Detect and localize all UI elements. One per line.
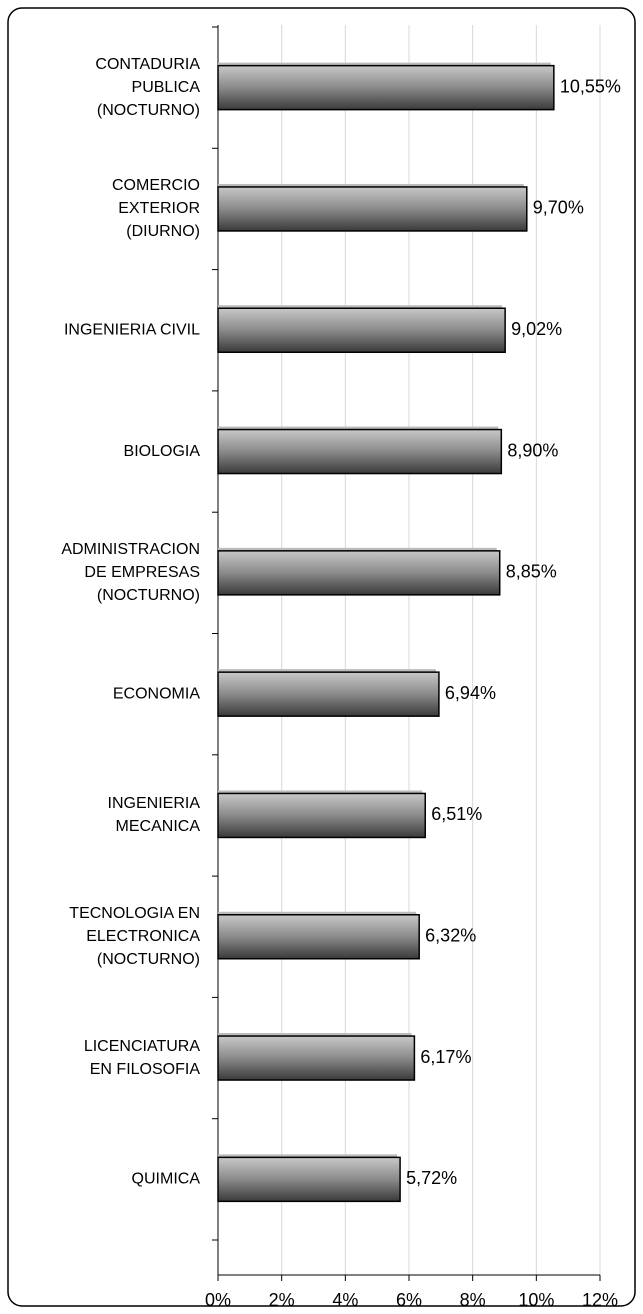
y-tick-label: (NOCTURNO) xyxy=(97,102,200,119)
bar-shadow xyxy=(218,790,423,794)
value-label: 8,85% xyxy=(506,562,557,582)
bar-shadow xyxy=(218,1154,398,1158)
y-tick-label: (DIURNO) xyxy=(126,223,200,240)
y-tick-label: QUIMICA xyxy=(132,1171,201,1188)
bar-shadow xyxy=(218,1033,412,1037)
x-tick-label: 8% xyxy=(460,1290,486,1310)
y-tick-label: PUBLICA xyxy=(132,79,201,96)
value-label: 6,17% xyxy=(420,1047,471,1067)
value-label: 6,51% xyxy=(431,804,482,824)
x-tick-label: 2% xyxy=(269,1290,295,1310)
value-label: 9,70% xyxy=(533,198,584,218)
y-tick-label: LICENCIATURA xyxy=(84,1038,200,1055)
y-tick-label: DE EMPRESAS xyxy=(84,564,200,581)
x-tick-label: 10% xyxy=(518,1290,554,1310)
x-tick-label: 0% xyxy=(205,1290,231,1310)
y-tick-label: ELECTRONICA xyxy=(86,928,200,945)
y-tick-label: EXTERIOR xyxy=(118,200,200,217)
y-tick-label: INGENIERIA CIVIL xyxy=(64,321,200,338)
value-label: 9,02% xyxy=(511,319,562,339)
bar xyxy=(217,428,503,475)
bar-shadow xyxy=(218,62,551,66)
value-label: 8,90% xyxy=(507,440,558,460)
bar xyxy=(217,792,426,839)
bar xyxy=(217,1035,416,1081)
bar-shadow xyxy=(218,305,503,309)
bar-shadow xyxy=(218,669,436,673)
bar xyxy=(217,671,440,717)
bar xyxy=(217,307,506,353)
bar-shadow xyxy=(218,426,499,430)
bar xyxy=(217,64,555,111)
y-tick-label: BIOLOGIA xyxy=(124,443,201,460)
bar-shadow xyxy=(218,183,524,187)
value-label: 6,94% xyxy=(445,683,496,703)
x-tick-label: 12% xyxy=(582,1290,618,1310)
bar xyxy=(217,186,528,232)
bar xyxy=(217,914,420,960)
bar-shadow xyxy=(218,547,497,551)
bar xyxy=(217,550,501,596)
y-tick-label: INGENIERIA xyxy=(108,795,201,812)
y-tick-label: CONTADURIA xyxy=(95,56,200,73)
y-tick-label: (NOCTURNO) xyxy=(97,951,200,968)
value-label: 10,55% xyxy=(560,76,621,96)
bar xyxy=(217,1156,401,1203)
x-tick-label: 6% xyxy=(396,1290,422,1310)
bar-shadow xyxy=(218,911,417,915)
y-tick-label: EN FILOSOFIA xyxy=(90,1061,201,1078)
x-tick-label: 4% xyxy=(332,1290,358,1310)
y-tick-label: (NOCTURNO) xyxy=(97,587,200,604)
y-tick-label: MECANICA xyxy=(116,818,201,835)
value-label: 5,72% xyxy=(406,1168,457,1188)
value-label: 6,32% xyxy=(425,926,476,946)
y-tick-label: TECNOLOGIA EN xyxy=(69,905,200,922)
y-tick-label: ADMINISTRACION xyxy=(61,541,200,558)
y-tick-label: COMERCIO xyxy=(112,177,200,194)
y-tick-label: ECONOMIA xyxy=(113,685,200,702)
